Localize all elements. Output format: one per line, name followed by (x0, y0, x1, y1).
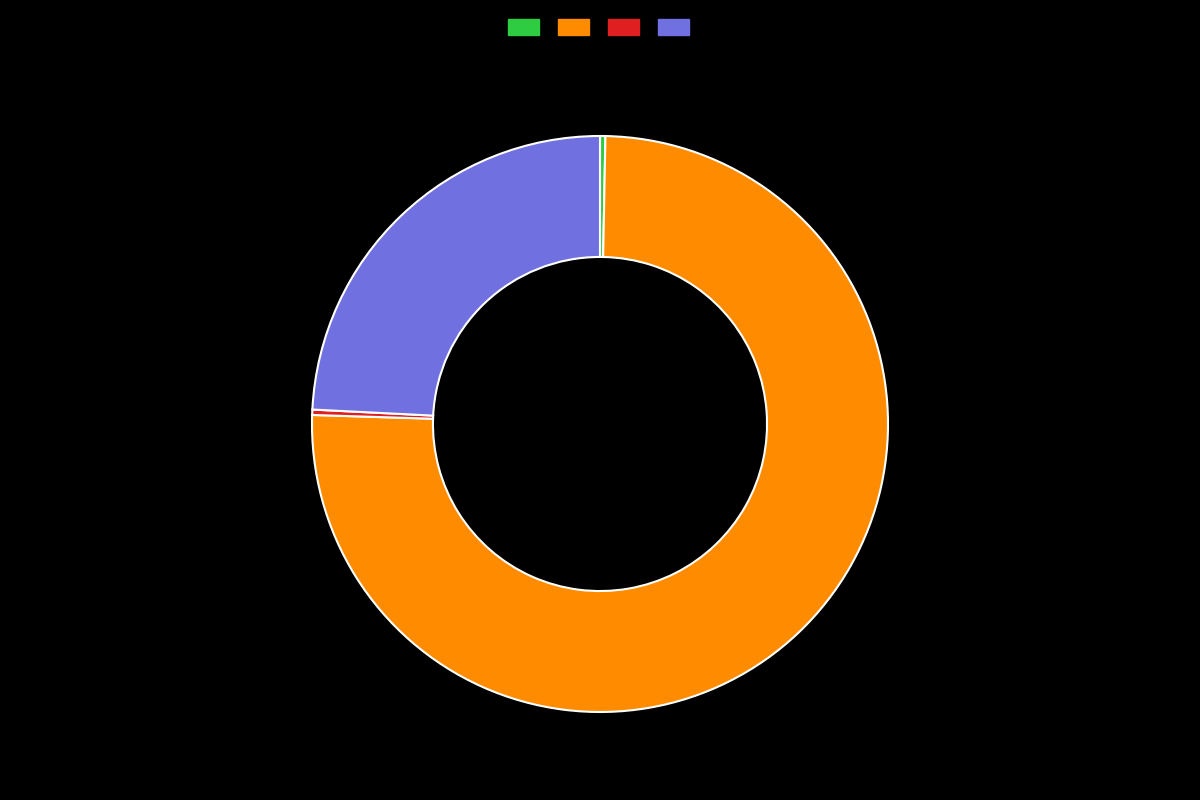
Wedge shape (312, 136, 888, 712)
Wedge shape (312, 136, 600, 416)
Legend: , , , : , , , (503, 14, 697, 41)
Wedge shape (600, 136, 606, 257)
Wedge shape (312, 410, 433, 418)
